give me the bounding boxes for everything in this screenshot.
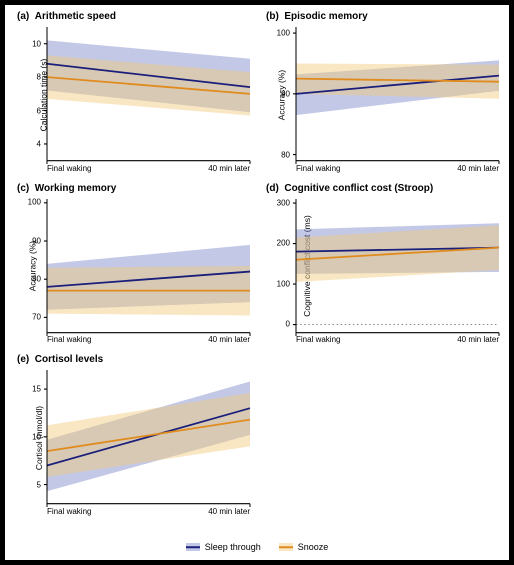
plot-area xyxy=(296,199,499,333)
x-ticks: Final waking 40 min later xyxy=(47,335,250,344)
panel-b: (b) Episodic memoryAccuracy (%)8090100Fi… xyxy=(258,11,505,179)
y-tick-label: 100 xyxy=(28,198,41,207)
y-ticks: 70 80 90 100 xyxy=(9,199,45,333)
y-tick-label: 8 xyxy=(37,73,41,82)
x-tick-label: 40 min later xyxy=(208,335,250,344)
y-tick-label: 100 xyxy=(277,29,290,38)
panel-tag: (e) xyxy=(17,354,29,365)
panel-e: (e) Cortisol levelsCortisol (nmol/dl)510… xyxy=(9,354,256,522)
panel-title-text: Cortisol levels xyxy=(35,354,103,365)
x-tick-label: 40 min later xyxy=(208,164,250,173)
x-tick-label: 40 min later xyxy=(457,164,499,173)
panel-c: (c) Working memoryAccuracy (%)708090100F… xyxy=(9,183,256,351)
x-ticks: Final waking 40 min later xyxy=(296,164,499,173)
y-tick-label: 90 xyxy=(281,89,290,98)
legend-item-snooze: Snooze xyxy=(279,542,329,552)
y-ticks: 5 10 15 xyxy=(9,370,45,504)
panel-title-text: Episodic memory xyxy=(284,11,367,22)
plot-area xyxy=(47,370,250,504)
y-tick-label: 0 xyxy=(286,320,290,329)
x-tick-label: Final waking xyxy=(296,164,340,173)
legend-label: Snooze xyxy=(298,542,329,552)
legend-label: Sleep through xyxy=(205,542,261,552)
panel-title: (a) Arithmetic speed xyxy=(17,11,116,22)
y-ticks: 80 90 100 xyxy=(258,27,294,161)
panel-tag: (a) xyxy=(17,11,29,22)
x-tick-label: Final waking xyxy=(296,335,340,344)
y-tick-label: 10 xyxy=(32,433,41,442)
x-tick-label: 40 min later xyxy=(208,507,250,516)
x-ticks: Final waking 40 min later xyxy=(296,335,499,344)
panel-tag: (b) xyxy=(266,11,279,22)
panels-grid: (a) Arithmetic speedCalculation time (s)… xyxy=(5,5,509,526)
panel-title: (c) Working memory xyxy=(17,183,116,194)
y-tick-label: 10 xyxy=(32,39,41,48)
legend-swatch xyxy=(186,543,200,551)
x-tick-label: Final waking xyxy=(47,164,91,173)
y-tick-label: 5 xyxy=(37,480,41,489)
x-ticks: Final waking 40 min later xyxy=(47,164,250,173)
y-tick-label: 80 xyxy=(281,150,290,159)
y-tick-label: 6 xyxy=(37,106,41,115)
y-ticks: 0 100 200 300 xyxy=(258,199,294,333)
legend: Sleep through Snooze xyxy=(5,542,509,552)
plot-area xyxy=(47,27,250,161)
panel-tag: (c) xyxy=(17,183,29,194)
x-tick-label: Final waking xyxy=(47,507,91,516)
y-tick-label: 100 xyxy=(277,279,290,288)
panel-a: (a) Arithmetic speedCalculation time (s)… xyxy=(9,11,256,179)
x-ticks: Final waking 40 min later xyxy=(47,507,250,516)
panel-tag: (d) xyxy=(266,183,279,194)
y-ticks: 4 6 8 10 xyxy=(9,27,45,161)
panel-title-text: Arithmetic speed xyxy=(35,11,116,22)
panel-title-text: Cognitive conflict cost (Stroop) xyxy=(284,183,433,194)
y-tick-label: 70 xyxy=(32,313,41,322)
y-tick-label: 4 xyxy=(37,139,41,148)
panel-title: (d) Cognitive conflict cost (Stroop) xyxy=(266,183,433,194)
x-tick-label: Final waking xyxy=(47,335,91,344)
legend-item-sleep_through: Sleep through xyxy=(186,542,261,552)
y-tick-label: 80 xyxy=(32,274,41,283)
x-tick-label: 40 min later xyxy=(457,335,499,344)
y-tick-label: 300 xyxy=(277,198,290,207)
legend-swatch xyxy=(279,543,293,551)
y-tick-label: 15 xyxy=(32,385,41,394)
panel-title: (b) Episodic memory xyxy=(266,11,368,22)
y-tick-label: 90 xyxy=(32,236,41,245)
panel-d: (d) Cognitive conflict cost (Stroop)Cogn… xyxy=(258,183,505,351)
plot-area xyxy=(47,199,250,333)
figure-frame: (a) Arithmetic speedCalculation time (s)… xyxy=(0,0,514,565)
panel-title: (e) Cortisol levels xyxy=(17,354,103,365)
panel-title-text: Working memory xyxy=(35,183,117,194)
y-tick-label: 200 xyxy=(277,239,290,248)
plot-area xyxy=(296,27,499,161)
